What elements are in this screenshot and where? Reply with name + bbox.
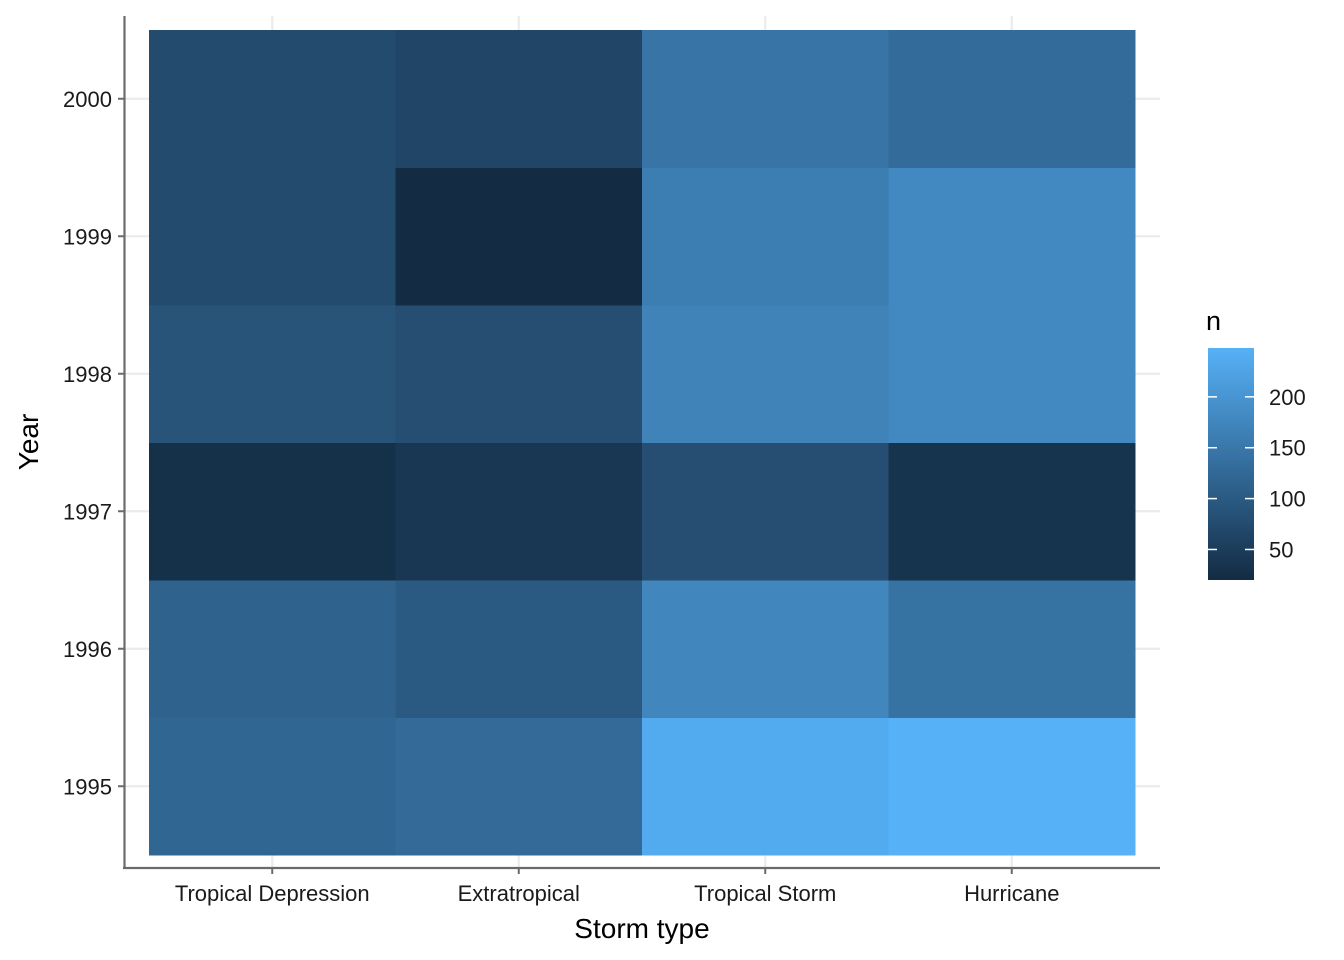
y-tick-labels: 1995 1996 1997 1998 1999 2000	[63, 87, 112, 800]
legend-tick-label: 100	[1269, 487, 1306, 512]
color-legend: n 50 100 150 200	[1206, 306, 1306, 580]
heatmap-cell-1998-4	[888, 305, 1136, 443]
heatmap-cell-1996-4	[888, 580, 1136, 718]
legend-ticks: 50 100 150 200	[1208, 385, 1306, 562]
heatmap-cell-1995-3	[642, 717, 889, 856]
x-tick-label: Tropical Depression	[175, 881, 370, 906]
axes	[118, 16, 1160, 874]
y-tick-label: 1997	[63, 499, 112, 524]
heatmap-cell-1998-3	[642, 305, 889, 443]
x-tick-labels: Tropical Depression Extratropical Tropical…	[175, 881, 1060, 906]
y-axis-title: Year	[13, 414, 44, 471]
heatmap-cell-1996-1	[149, 580, 396, 718]
heatmap-cell-1999-3	[642, 167, 889, 306]
heatmap-cell-1997-1	[149, 442, 396, 581]
y-tick-label: 1995	[63, 774, 112, 799]
heatmap-cell-1995-4	[888, 717, 1136, 856]
y-tick-label: 2000	[63, 87, 112, 112]
heatmap-cell-1999-4	[888, 167, 1136, 306]
heatmap-cell-2000-1	[149, 30, 396, 168]
heatmap-cell-1997-3	[642, 442, 889, 581]
heatmap-cell-1998-2	[395, 305, 643, 443]
heatmap-cell-2000-3	[642, 30, 889, 168]
legend-tick-label: 200	[1269, 385, 1306, 410]
heatmap-cell-1998-1	[149, 305, 396, 443]
y-tick-label: 1999	[63, 224, 112, 249]
heatmap-cell-1995-2	[395, 717, 643, 856]
legend-colorbar	[1208, 348, 1254, 580]
y-tick-label: 1998	[63, 362, 112, 387]
heatmap-cell-1996-3	[642, 580, 889, 718]
legend-tick-label: 150	[1269, 436, 1306, 461]
legend-tick-label: 50	[1269, 537, 1293, 562]
heatmap-cell-2000-4	[888, 30, 1136, 168]
heatmap-cell-1999-1	[149, 167, 396, 306]
legend-title: n	[1206, 306, 1221, 336]
heatmap-cell-1997-4	[888, 442, 1136, 581]
y-tick-label: 1996	[63, 637, 112, 662]
heatmap-cell-1995-1	[149, 717, 396, 856]
heatmap-cell-2000-2	[395, 30, 643, 168]
x-axis-title: Storm type	[574, 913, 709, 944]
heatmap-cell-1996-2	[395, 580, 643, 718]
x-tick-label: Tropical Storm	[694, 881, 836, 906]
heatmap-cell-1999-2	[395, 167, 643, 306]
heatmap-tiles	[149, 30, 1136, 856]
x-tick-label: Hurricane	[964, 881, 1059, 906]
x-tick-label: Extratropical	[458, 881, 580, 906]
heatmap-cell-1997-2	[395, 442, 643, 581]
